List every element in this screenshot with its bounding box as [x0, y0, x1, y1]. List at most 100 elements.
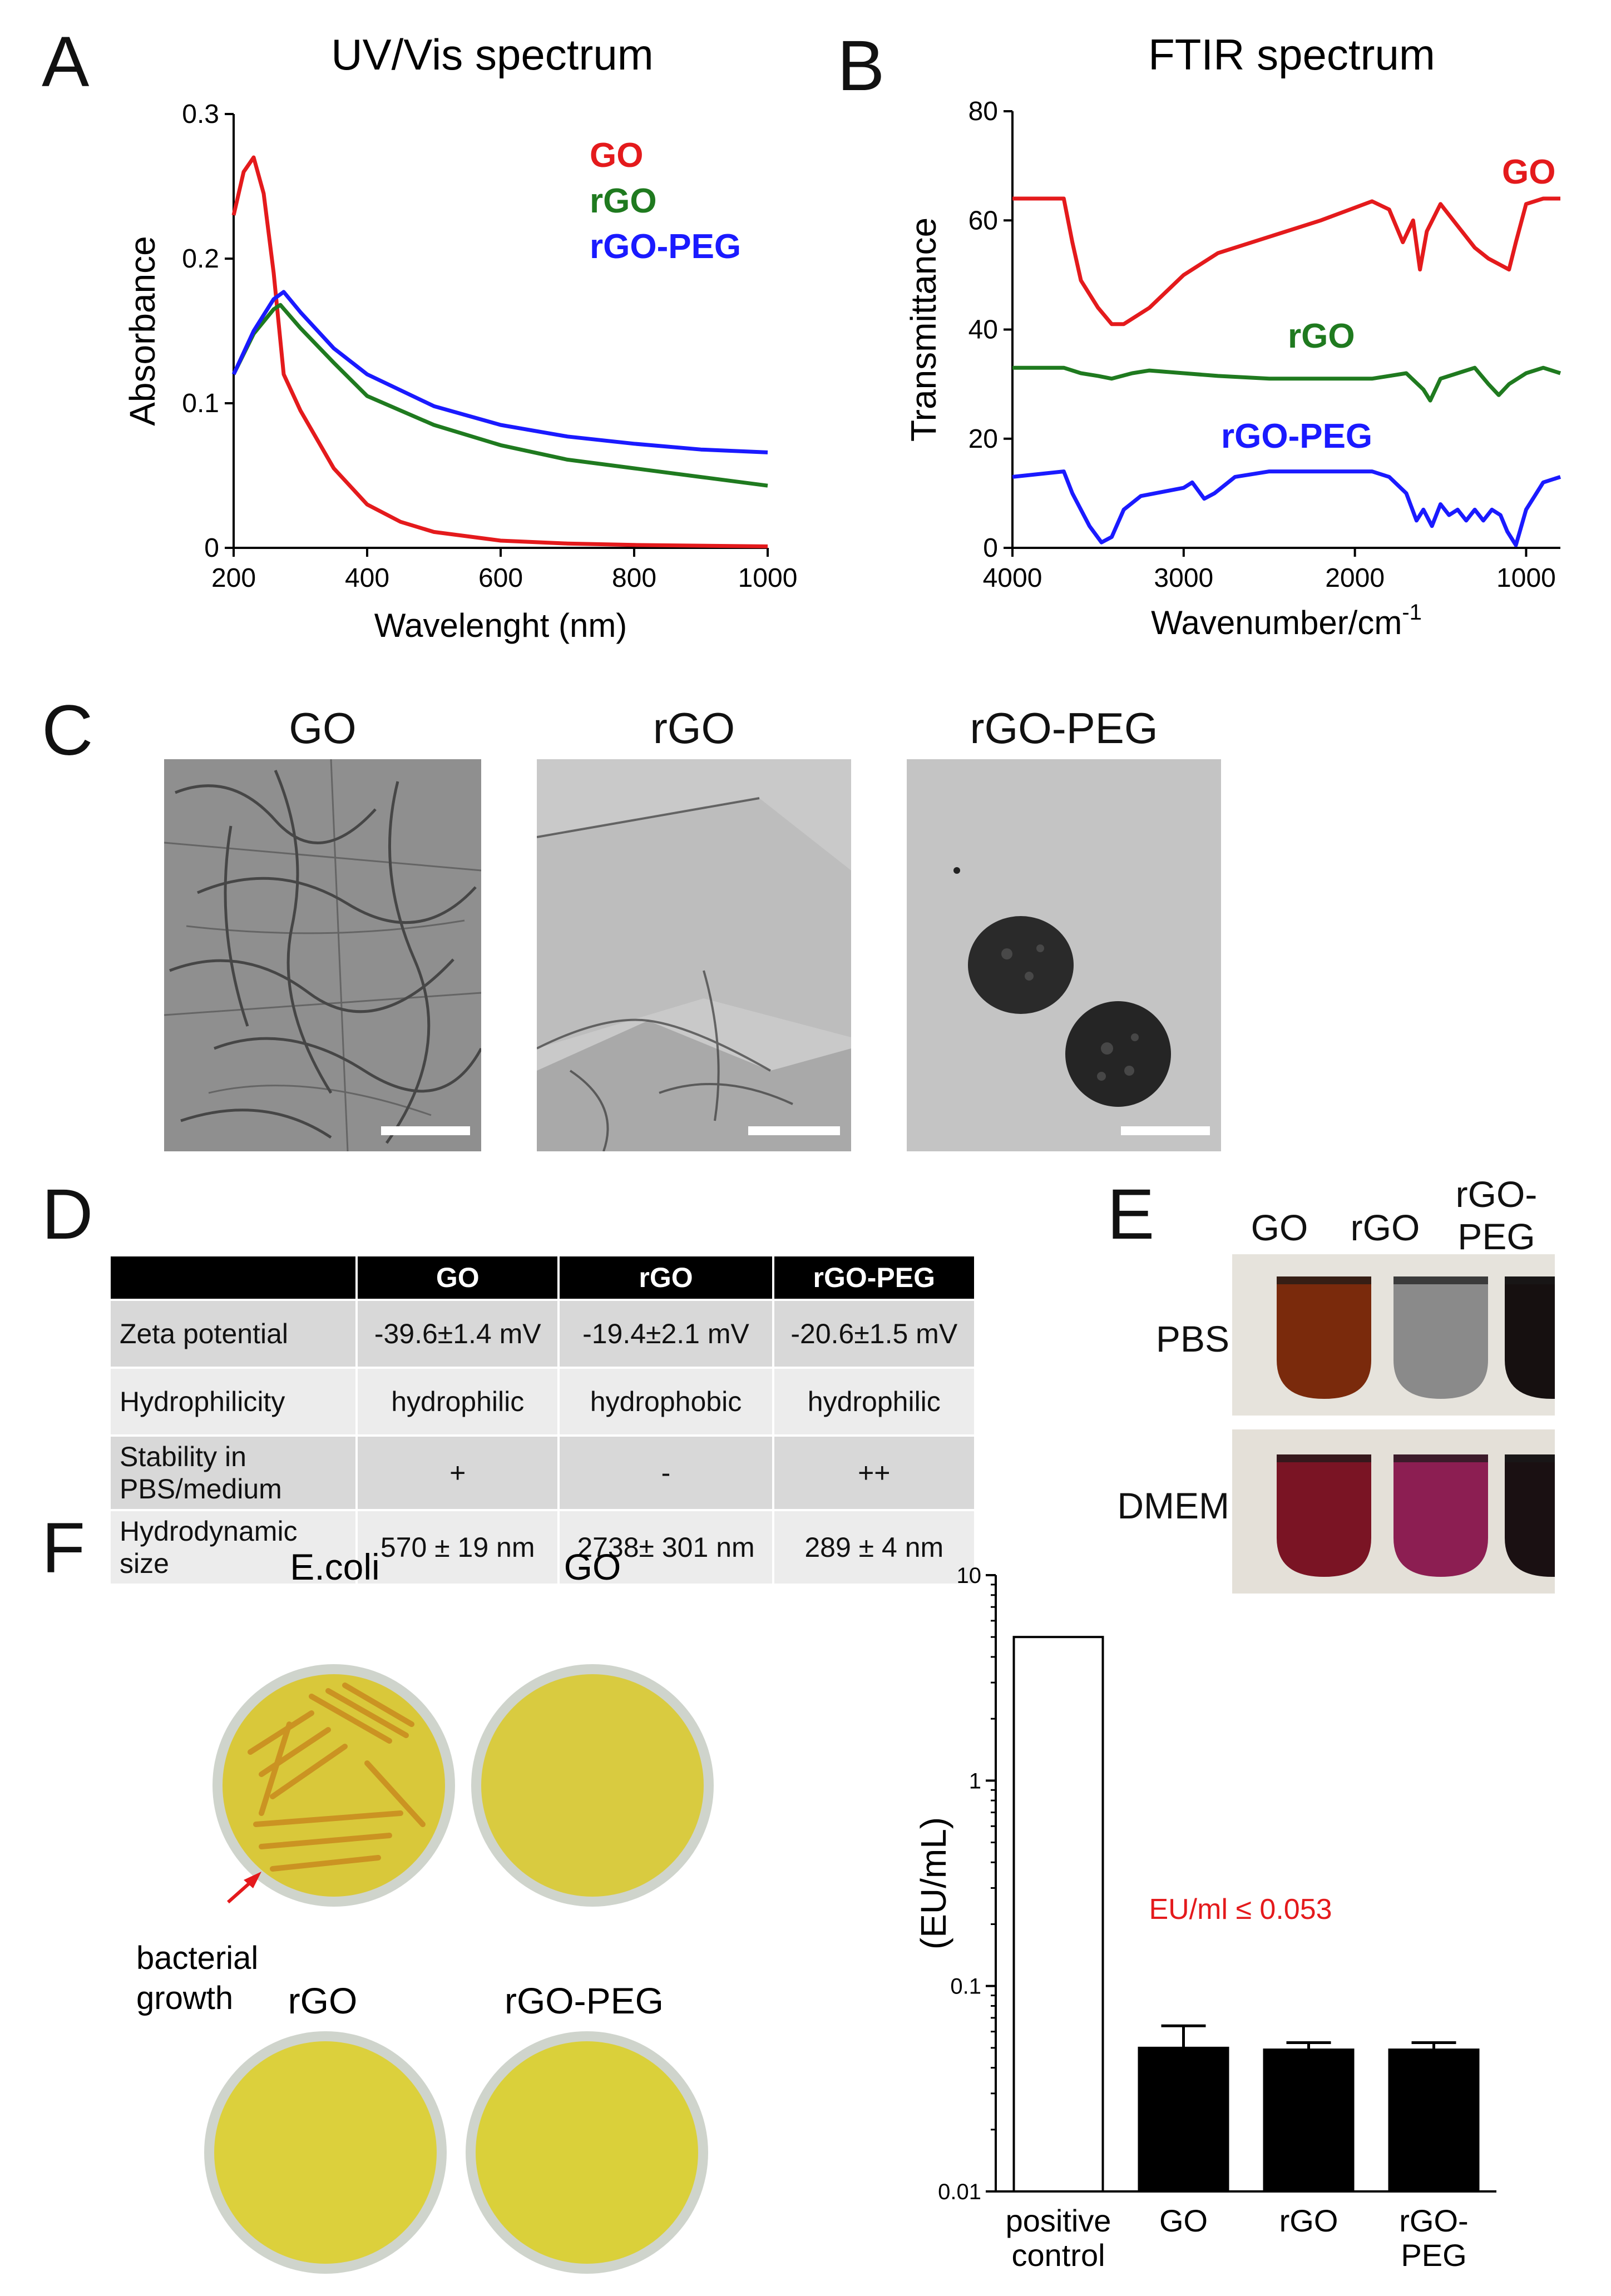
- tem-title-rgo: rGO: [653, 704, 735, 753]
- row-label: Stability in PBS/medium: [111, 1437, 355, 1509]
- table-header: rGO-PEG: [774, 1256, 974, 1299]
- vial-row-pbs: PBS: [1155, 1318, 1229, 1359]
- ftir-chart: FTIR spectrum 4000 3000 2000 1000 0 20 40 60 80 W…: [903, 30, 1561, 641]
- vial-meniscus: [1393, 1454, 1488, 1462]
- table-header-row: GO rGO rGO-PEG: [111, 1256, 974, 1299]
- series-line-go: [231, 155, 768, 548]
- series-line-go: [1012, 196, 1560, 326]
- table-cell: 570 ± 19 nm: [358, 1511, 558, 1584]
- panel-label-f: F: [42, 1508, 86, 1588]
- properties-table: GO rGO rGO-PEG Zeta potential -39.6±1.4 …: [108, 1254, 976, 1586]
- x-category-label: rGO: [1279, 2203, 1338, 2238]
- y-axis-label: Transmittance: [903, 217, 943, 442]
- vial-pbs: [1505, 1276, 1555, 1399]
- legend-entry: rGO-PEG: [1221, 417, 1372, 456]
- table-cell: hydrophilic: [774, 1369, 974, 1434]
- plate-go: [471, 1664, 714, 1907]
- x-tick-label: 1000: [738, 563, 798, 593]
- tem-title-rgo-peg: rGO-PEG: [970, 704, 1158, 753]
- y-tick-label: 0.1: [182, 389, 219, 418]
- panel-label-b: B: [837, 26, 885, 106]
- panel-label-c: C: [42, 691, 93, 770]
- table-cell: hydrophilic: [358, 1369, 558, 1434]
- series-line-rgo-peg: [231, 290, 768, 454]
- y-tick-label: 10: [957, 1563, 982, 1588]
- y-tick-label: 60: [968, 206, 998, 235]
- vial-meniscus: [1505, 1454, 1555, 1462]
- y-tick-label: 0: [204, 533, 219, 563]
- table-row: Hydrophilicity hydrophilic hydrophobic h…: [111, 1369, 974, 1434]
- bar: [1138, 2046, 1229, 2193]
- table-cell: -39.6±1.4 mV: [358, 1301, 558, 1367]
- y-tick-label: 0.2: [182, 244, 219, 274]
- vial-column-rgo: rGO: [1350, 1207, 1420, 1248]
- x-axis-label: Wavelenght (nm): [374, 607, 627, 644]
- table-cell: hydrophobic: [560, 1369, 772, 1434]
- table-row: Zeta potential -39.6±1.4 mV -19.4±2.1 mV…: [111, 1301, 974, 1367]
- x-tick-label: 600: [478, 563, 523, 593]
- table-cell: -20.6±1.5 mV: [774, 1301, 974, 1367]
- x-category-label: GO: [1159, 2203, 1208, 2238]
- plate-label-go: GO: [564, 1546, 621, 1587]
- row-label: Hydrophilicity: [111, 1369, 355, 1434]
- legend-entry: rGO: [1288, 317, 1355, 355]
- x-tick-label: 4000: [983, 563, 1042, 593]
- x-tick-label: 400: [345, 563, 389, 593]
- bar: [1012, 1636, 1104, 2193]
- annotation-arrowhead: [244, 1872, 261, 1888]
- plate-rgo: [204, 2031, 447, 2274]
- row-label: Zeta potential: [111, 1301, 355, 1367]
- legend-entry: GO: [590, 136, 643, 175]
- y-tick-label: 0.01: [938, 2180, 981, 2204]
- x-tick-label: 2000: [1325, 563, 1385, 593]
- table-cell: -: [560, 1437, 772, 1509]
- vial-meniscus: [1277, 1276, 1371, 1284]
- vial-meniscus: [1393, 1276, 1488, 1284]
- legend-entry: rGO-PEG: [590, 227, 741, 266]
- vial-meniscus: [1277, 1454, 1371, 1462]
- table-cell: 289 ± 4 nm: [774, 1511, 974, 1584]
- y-tick-label: 40: [968, 315, 998, 345]
- vial-pbs: [1393, 1276, 1488, 1399]
- tem-image-go: [164, 759, 481, 1151]
- table-cell: +: [358, 1437, 558, 1509]
- vial-row-dmem: DMEM: [1117, 1485, 1229, 1526]
- plate-label-ecoli: E.coli: [290, 1546, 379, 1587]
- table-header: rGO: [560, 1256, 772, 1299]
- y-tick-label: 0.1: [950, 1975, 981, 1999]
- legend-entry: GO: [1502, 153, 1555, 191]
- table-row: Hydrodynamic size 570 ± 19 nm 2738± 301 …: [111, 1511, 974, 1584]
- table-cell: -19.4±2.1 mV: [560, 1301, 772, 1367]
- y-tick-label: 0.3: [182, 100, 219, 129]
- tem-image-rgo: [537, 759, 851, 1151]
- tem-image-rgo-peg: [907, 759, 1221, 1151]
- panel-label-e: E: [1107, 1175, 1155, 1254]
- vial-dmem: [1277, 1454, 1371, 1577]
- series-line-rgo: [1012, 365, 1561, 403]
- y-tick-label: 0: [983, 533, 998, 563]
- y-tick-label: 1: [969, 1769, 981, 1793]
- plate-label-rgo: rGO: [288, 1980, 358, 2021]
- table-header: GO: [358, 1256, 558, 1299]
- table-row: Stability in PBS/medium + - ++: [111, 1437, 974, 1509]
- vial-column-rgo-peg: rGO- PEG: [1455, 1174, 1538, 1257]
- series-line-rgo: [231, 303, 768, 488]
- table-cell: 2738± 301 nm: [560, 1511, 772, 1584]
- bar: [1388, 2048, 1480, 2193]
- endotoxin-chart: 0.01 0.1 1 10 (EU/mL) positive control GO rGO rGO…: [913, 1563, 1496, 2273]
- x-axis-label: Wavenumber/cm-1: [1151, 600, 1422, 641]
- y-axis-label: (EU/mL): [913, 1817, 953, 1949]
- vial-dmem: [1393, 1454, 1488, 1577]
- row-label: Hydrodynamic size: [111, 1511, 355, 1584]
- y-tick-label: 20: [968, 424, 998, 454]
- table-cell: ++: [774, 1437, 974, 1509]
- legend-entry: rGO: [590, 182, 657, 220]
- x-tick-label: 3000: [1154, 563, 1213, 593]
- vial-pbs: [1277, 1276, 1371, 1399]
- tem-title-go: GO: [289, 704, 357, 753]
- uvvis-chart: UV/Vis spectrum 200 400 600 800 1000 0 0.1 0.2 0…: [122, 30, 798, 644]
- panel-label-d: D: [42, 1175, 93, 1254]
- vial-column-go: GO: [1251, 1207, 1308, 1248]
- vial-dmem: [1505, 1454, 1555, 1577]
- x-tick-label: 800: [612, 563, 656, 593]
